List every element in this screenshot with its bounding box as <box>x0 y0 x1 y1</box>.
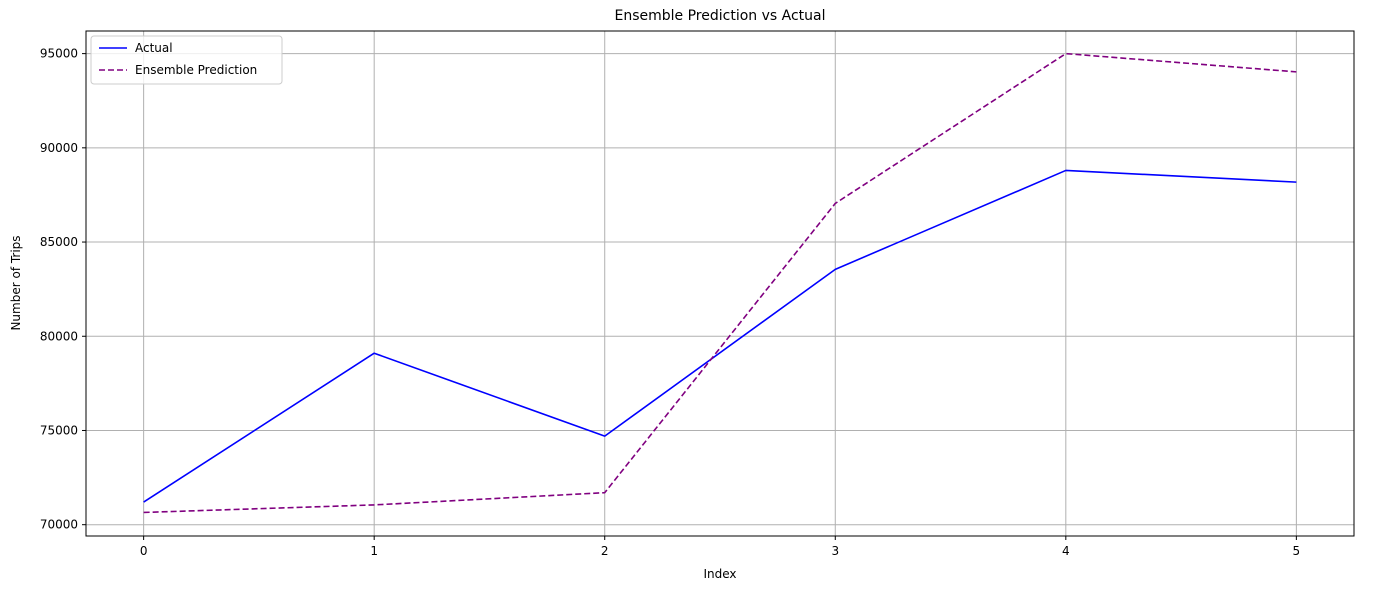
chart-title: Ensemble Prediction vs Actual <box>615 8 826 24</box>
y-axis-label: Number of Trips <box>9 235 23 330</box>
x-tick-label: 0 <box>140 544 148 558</box>
x-tick-label: 3 <box>831 544 839 558</box>
series-line-ensemble-prediction <box>143 52 1297 514</box>
y-tick-label: 70000 <box>40 518 78 532</box>
legend-box <box>90 35 283 85</box>
y-axis-ticks: 70000 75000 80000 85000 90000 95000 <box>40 47 86 532</box>
y-tick-label: 80000 <box>40 329 78 343</box>
y-tick-label: 90000 <box>40 141 78 155</box>
x-tick-label: 2 <box>601 544 609 558</box>
y-tick-label: 85000 <box>40 235 78 249</box>
series-lines <box>143 52 1297 514</box>
x-tick-label: 1 <box>370 544 378 558</box>
y-tick-label: 95000 <box>40 47 78 61</box>
legend-label-ensemble-prediction: Ensemble Prediction <box>135 63 257 77</box>
legend: Actual Ensemble Prediction <box>90 35 283 85</box>
y-tick-label: 75000 <box>40 423 78 437</box>
grid <box>86 31 1354 536</box>
plot-frame <box>85 30 1355 537</box>
series-line-actual <box>143 169 1297 503</box>
legend-label-actual: Actual <box>135 41 173 55</box>
x-axis-ticks: 0 1 2 3 4 5 <box>140 536 1300 558</box>
x-tick-label: 5 <box>1293 544 1301 558</box>
x-axis-label: Index <box>703 567 736 581</box>
x-tick-label: 4 <box>1062 544 1070 558</box>
